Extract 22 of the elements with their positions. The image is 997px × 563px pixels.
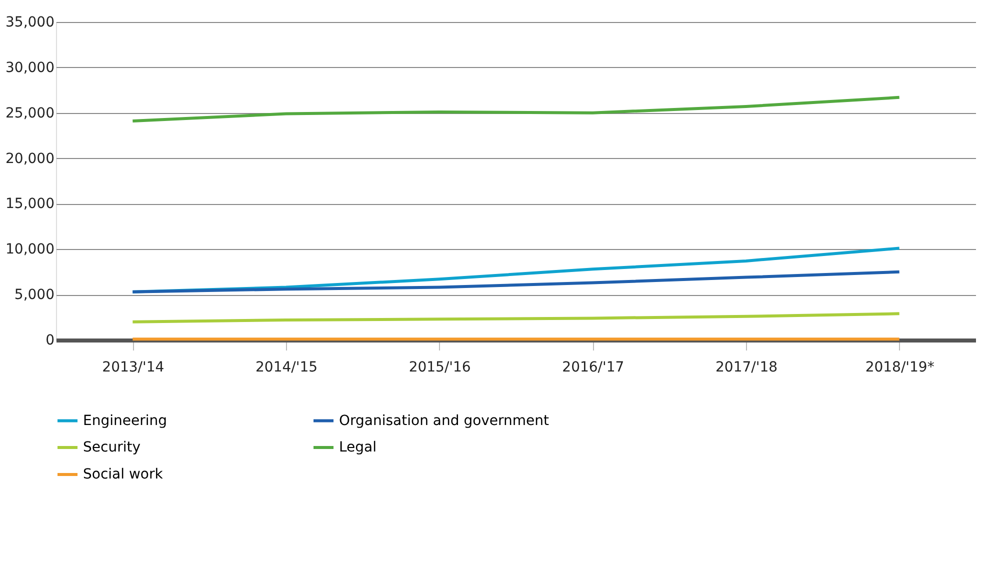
y-tick-label: 30,000 xyxy=(6,60,54,76)
x-tick-label: 2016/'17 xyxy=(562,360,624,376)
legend-label: Social work xyxy=(83,466,164,482)
x-tick-label: 2015/'16 xyxy=(408,360,471,376)
y-tick-label: 15,000 xyxy=(6,196,54,212)
legend-label: Organisation and government xyxy=(339,412,550,429)
x-tick-label: 2017/'18 xyxy=(715,360,778,376)
line-series xyxy=(131,96,901,123)
line-series xyxy=(131,312,901,324)
y-tick-label: 35,000 xyxy=(6,14,54,30)
y-tick-label: 10,000 xyxy=(6,242,54,258)
line-series xyxy=(131,270,901,294)
x-tick-label: 2013/'14 xyxy=(102,360,164,376)
legend-label: Engineering xyxy=(83,412,167,429)
x-tick-label: 2018/'19* xyxy=(865,360,934,376)
x-tick-label: 2014/'15 xyxy=(255,360,318,376)
y-tick-label: 0 xyxy=(46,332,54,348)
y-tick-label: 25,000 xyxy=(6,105,54,122)
y-tick-label: 20,000 xyxy=(6,150,54,167)
y-tick-label: 5,000 xyxy=(14,287,54,304)
legend-label: Security xyxy=(83,440,140,456)
legend-label: Legal xyxy=(339,440,377,456)
